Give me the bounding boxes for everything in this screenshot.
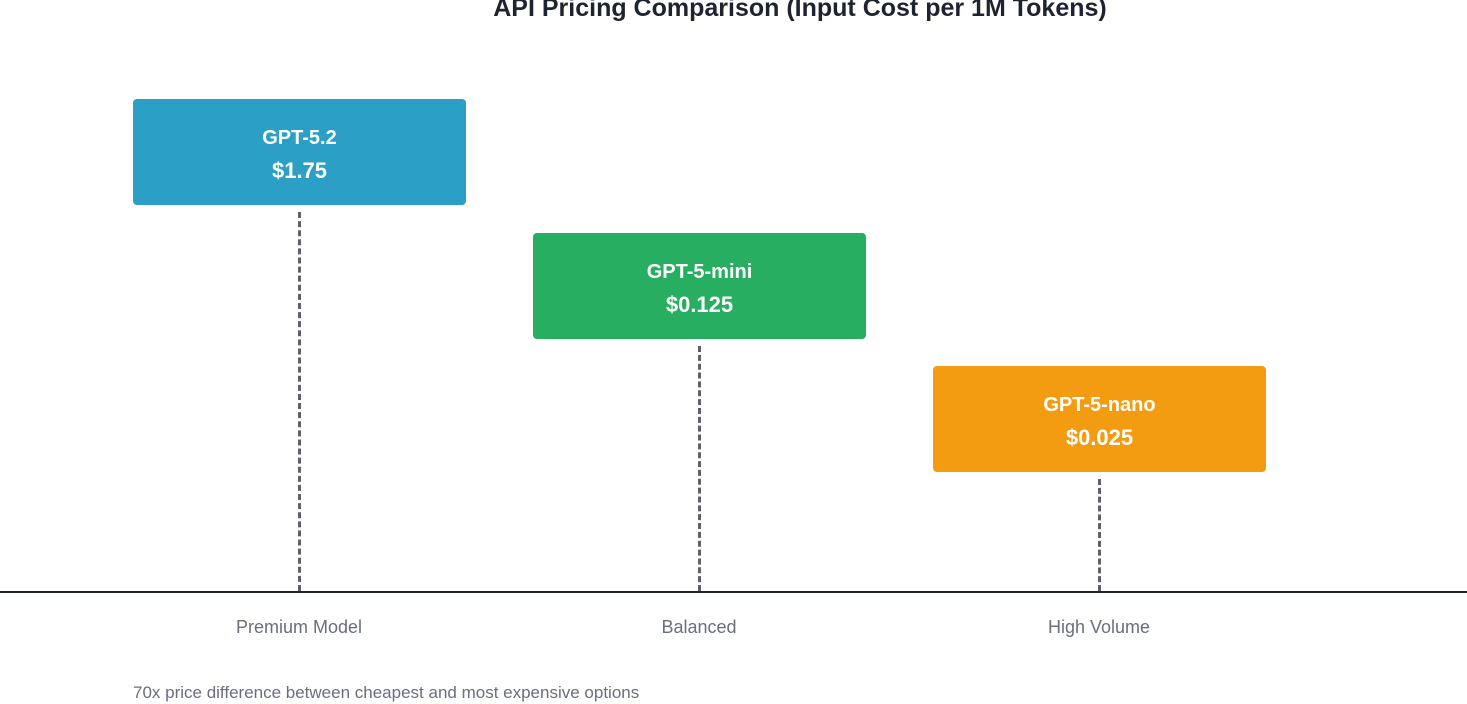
tier-model-name: GPT-5.2	[262, 127, 337, 149]
tier-connector-high-volume	[1098, 479, 1101, 591]
baseline-axis	[0, 591, 1467, 593]
tier-price: $1.75	[271, 158, 328, 183]
tier-model-name: GPT-5-mini	[646, 261, 753, 283]
tier-card-high-volume: GPT-5-nano $0.025	[933, 366, 1266, 472]
tier-connector-premium	[298, 212, 301, 591]
tier-card-premium: GPT-5.2 $1.75	[133, 99, 466, 205]
tier-label-premium: Premium Model	[235, 617, 363, 637]
tier-price: $0.025	[1065, 425, 1134, 450]
tier-label-balanced: Balanced	[661, 617, 737, 637]
tier-card-balanced: GPT-5-mini $0.125	[533, 233, 866, 339]
tier-model-name: GPT-5-nano	[1043, 394, 1156, 416]
tier-connector-balanced	[698, 346, 701, 591]
tier-price: $0.125	[665, 292, 734, 317]
diagram-title: API Pricing Comparison (Input Cost per 1…	[493, 0, 1107, 22]
footnote: 70x price difference between cheapest an…	[133, 683, 640, 702]
tier-label-high-volume: High Volume	[1047, 617, 1151, 637]
